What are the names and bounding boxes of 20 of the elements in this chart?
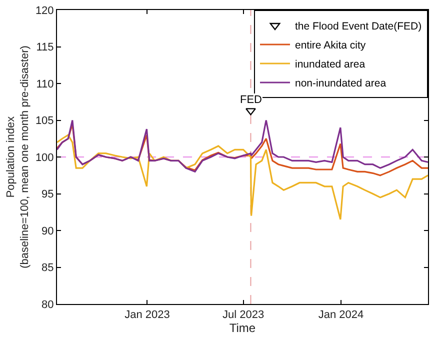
line-series — [57, 134, 428, 220]
legend-label: entire Akita city — [295, 40, 366, 52]
legend-label: non-inundated area — [295, 78, 386, 90]
y-tick-label: 90 — [42, 225, 54, 238]
y-axis-title: Population index (baseline=100, mean one month pre-disaster) — [4, 46, 32, 268]
y-tick-label: 85 — [42, 262, 54, 274]
y-tick-label: 120 — [35, 4, 54, 17]
legend-label: inundated area — [295, 58, 366, 71]
y-tick-label: 100 — [35, 152, 54, 164]
x-tick-label: Jul 2023 — [222, 309, 264, 322]
y-tick-label: 110 — [36, 78, 54, 90]
y-tick-label: 80 — [42, 298, 54, 311]
x-tick-label: Jan 2024 — [318, 309, 364, 322]
legend-label: the Flood Event Date(FED) — [295, 20, 422, 33]
x-axis-title: Time — [229, 321, 256, 336]
annotation: FED — [240, 94, 262, 106]
y-tick-label: 115 — [36, 42, 54, 54]
y-tick-label: 105 — [35, 115, 54, 128]
y-tick-label: 95 — [42, 188, 54, 201]
x-tick-label: Jan 2023 — [124, 309, 170, 322]
